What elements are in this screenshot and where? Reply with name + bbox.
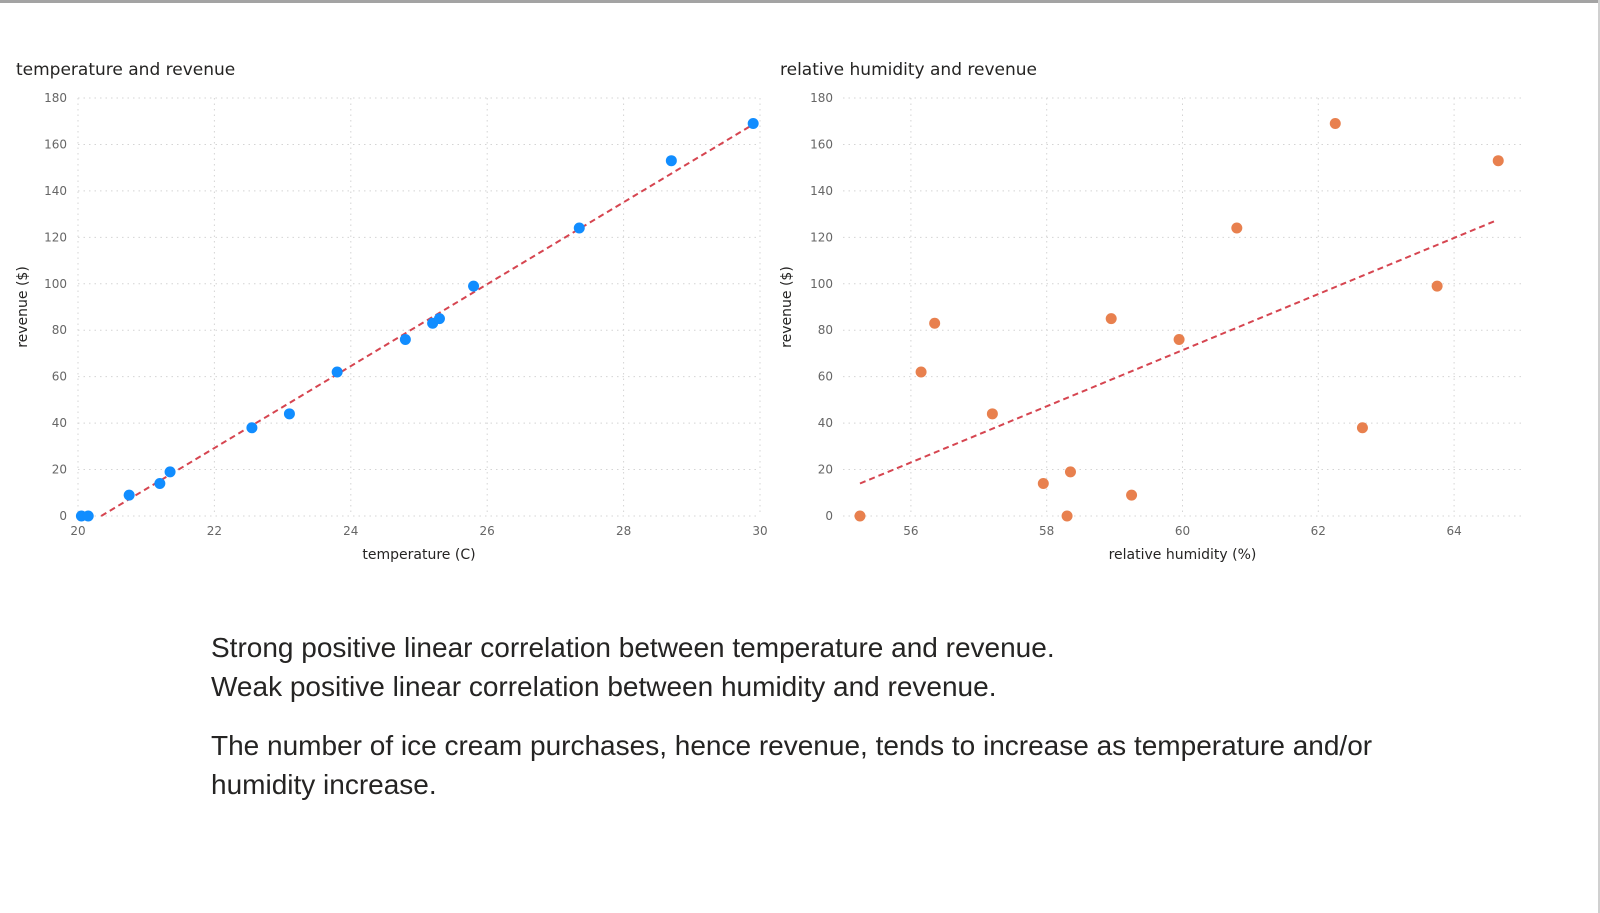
data-point <box>747 118 759 130</box>
data-point <box>1492 155 1504 167</box>
chart-title-temperature: temperature and revenue <box>16 60 236 80</box>
y-tick-label: 0 <box>59 509 67 523</box>
x-tick-label: 24 <box>343 524 358 538</box>
page-top-border <box>0 0 1600 3</box>
y-tick-label: 20 <box>818 463 833 477</box>
data-point <box>929 317 941 329</box>
trend-line <box>100 121 758 517</box>
y-tick-label: 140 <box>810 184 833 198</box>
x-axis-title: relative humidity (%) <box>1109 547 1257 563</box>
data-point <box>1061 510 1073 522</box>
chart-title-humidity: relative humidity and revenue <box>780 60 1037 80</box>
data-point <box>665 155 677 167</box>
data-point <box>986 408 998 420</box>
y-tick-label: 120 <box>810 230 833 244</box>
data-point <box>399 334 411 346</box>
x-tick-label: 20 <box>70 524 85 538</box>
y-tick-label: 140 <box>44 184 67 198</box>
data-point <box>433 313 445 325</box>
y-tick-label: 80 <box>818 323 833 337</box>
y-tick-label: 80 <box>52 323 67 337</box>
data-point <box>82 510 94 522</box>
y-tick-label: 20 <box>52 463 67 477</box>
y-tick-label: 180 <box>44 91 67 105</box>
data-point <box>283 408 295 420</box>
analysis-notes: Strong positive linear correlation betwe… <box>211 628 1411 804</box>
y-tick-label: 120 <box>44 230 67 244</box>
y-tick-label: 60 <box>52 370 67 384</box>
x-axis-title: temperature (C) <box>362 547 475 563</box>
y-axis-title: revenue ($) <box>779 266 795 348</box>
y-tick-label: 0 <box>825 509 833 523</box>
x-tick-label: 62 <box>1311 524 1326 538</box>
y-tick-label: 100 <box>810 277 833 291</box>
data-point <box>123 489 135 501</box>
y-tick-label: 40 <box>52 416 67 430</box>
y-axis-title: revenue ($) <box>15 266 31 348</box>
data-point <box>154 477 166 489</box>
data-point <box>1231 222 1243 234</box>
note-conclusion: The number of ice cream purchases, hence… <box>211 730 1373 800</box>
data-point <box>854 510 866 522</box>
y-tick-label: 100 <box>44 277 67 291</box>
y-tick-label: 60 <box>818 370 833 384</box>
data-point <box>1037 477 1049 489</box>
data-point <box>246 422 258 434</box>
x-tick-label: 60 <box>1175 524 1190 538</box>
data-point <box>1329 118 1341 130</box>
data-point <box>1064 466 1076 478</box>
data-point <box>331 366 343 378</box>
data-point <box>1105 313 1117 325</box>
note-weak-correlation: Weak positive linear correlation between… <box>211 671 997 702</box>
data-point <box>573 222 585 234</box>
data-point <box>1173 334 1185 346</box>
data-point <box>1126 489 1138 501</box>
data-point <box>1431 280 1443 292</box>
y-tick-label: 180 <box>810 91 833 105</box>
page-right-border <box>1598 0 1600 913</box>
x-tick-label: 28 <box>616 524 631 538</box>
data-point <box>468 280 480 292</box>
trend-line <box>859 220 1496 485</box>
y-tick-label: 160 <box>810 137 833 151</box>
x-tick-label: 56 <box>903 524 918 538</box>
y-tick-label: 40 <box>818 416 833 430</box>
x-tick-label: 58 <box>1039 524 1054 538</box>
data-point <box>164 466 176 478</box>
data-point <box>1356 422 1368 434</box>
x-tick-label: 64 <box>1446 524 1461 538</box>
note-strong-correlation: Strong positive linear correlation betwe… <box>211 632 1055 663</box>
data-point <box>915 366 927 378</box>
y-tick-label: 160 <box>44 137 67 151</box>
x-tick-label: 30 <box>752 524 767 538</box>
x-tick-label: 22 <box>207 524 222 538</box>
x-tick-label: 26 <box>480 524 495 538</box>
